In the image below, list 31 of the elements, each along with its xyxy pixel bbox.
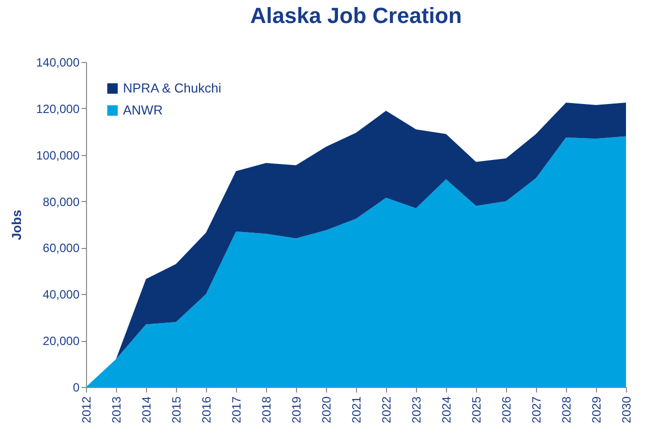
- x-tick-label: 2012: [80, 396, 94, 424]
- x-tick-label: 2025: [470, 396, 484, 424]
- y-tick-label: 120,000: [36, 102, 80, 116]
- chart-title: Alaska Job Creation: [250, 3, 462, 28]
- y-axis-title: Jobs: [9, 210, 24, 240]
- x-tick-label: 2030: [620, 396, 634, 424]
- x-tick-label: 2014: [140, 396, 154, 424]
- x-tick-label: 2023: [410, 396, 424, 424]
- x-tick-label: 2016: [200, 396, 214, 424]
- y-tick-label: 100,000: [36, 148, 80, 162]
- x-tick-label: 2029: [590, 396, 604, 424]
- x-tick-label: 2022: [380, 396, 394, 424]
- x-tick-label: 2024: [440, 396, 454, 424]
- legend-label: ANWR: [123, 102, 163, 118]
- y-tick-label: 80,000: [42, 194, 80, 209]
- x-tick-label: 2020: [320, 396, 334, 424]
- x-tick-label: 2028: [560, 396, 574, 424]
- x-tick-label: 2017: [230, 396, 244, 424]
- x-tick-label: 2015: [170, 396, 184, 424]
- y-tick-label: 140,000: [36, 56, 80, 70]
- y-tick-label: 40,000: [42, 288, 80, 302]
- x-tick-label: 2018: [260, 396, 274, 424]
- y-tick-label: 20,000: [42, 334, 80, 348]
- legend-label: NPRA & Chukchi: [123, 80, 222, 96]
- x-tick-label: 2019: [290, 396, 304, 424]
- x-tick-label: 2026: [500, 396, 514, 424]
- y-tick-label: 60,000: [42, 241, 80, 256]
- x-tick-label: 2027: [530, 396, 544, 424]
- x-tick-label: 2013: [110, 396, 124, 424]
- y-tick-label: 0: [72, 380, 80, 394]
- x-tick-label: 2021: [350, 396, 364, 424]
